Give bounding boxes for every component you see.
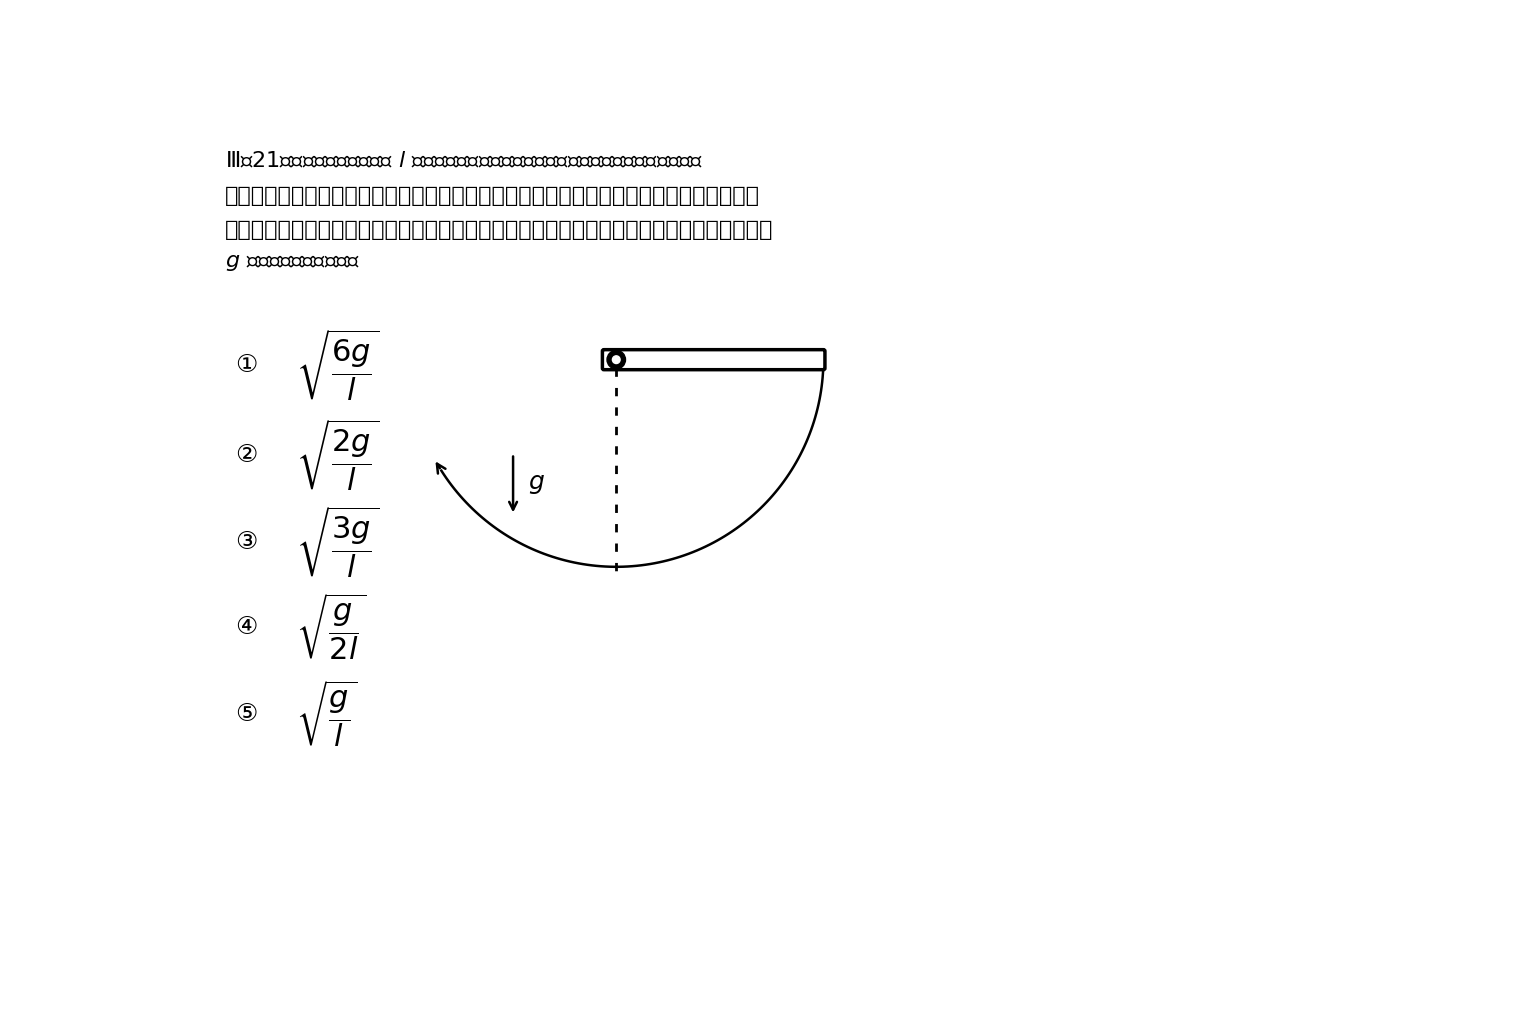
Text: $\sqrt{\dfrac{g}{l}}$: $\sqrt{\dfrac{g}{l}}$ (296, 679, 358, 749)
Text: $g$: $g$ (528, 473, 545, 496)
Text: $\sqrt{\dfrac{2g}{l}}$: $\sqrt{\dfrac{2g}{l}}$ (296, 418, 379, 493)
Circle shape (607, 350, 625, 369)
Text: ②: ② (235, 443, 257, 468)
Text: ①: ① (235, 353, 257, 377)
Text: $\sqrt{\dfrac{3g}{l}}$: $\sqrt{\dfrac{3g}{l}}$ (296, 504, 379, 580)
Text: ⑤: ⑤ (235, 701, 257, 726)
Text: $\sqrt{\dfrac{g}{2l}}$: $\sqrt{\dfrac{g}{2l}}$ (296, 592, 367, 662)
Text: のとき，鲛直になった瞬間における棒の角速度として，最も適切なものはどれか。ただし，: のとき，鲛直になった瞬間における棒の角速度として，最も適切なものはどれか。ただし… (226, 220, 774, 240)
FancyBboxPatch shape (602, 349, 825, 370)
Text: ようになっている。この棒を水平にして静止させ，次に静かに手を放して回転させる。こ: ようになっている。この棒を水平にして静止させ，次に静かに手を放して回転させる。こ (226, 186, 760, 205)
Text: $g$ は重力加速度とする。: $g$ は重力加速度とする。 (226, 253, 359, 274)
Text: $\sqrt{\dfrac{6g}{l}}$: $\sqrt{\dfrac{6g}{l}}$ (296, 328, 379, 402)
Circle shape (613, 356, 621, 363)
Text: ③: ③ (235, 530, 257, 554)
Text: ④: ④ (235, 615, 257, 639)
Text: Ⅲ－21　下図のように，長さ $l$ の一様な細い棒が，一端を軸として摩擦なしに回転できる: Ⅲ－21 下図のように，長さ $l$ の一様な細い棒が，一端を軸として摩擦なしに… (226, 152, 703, 172)
